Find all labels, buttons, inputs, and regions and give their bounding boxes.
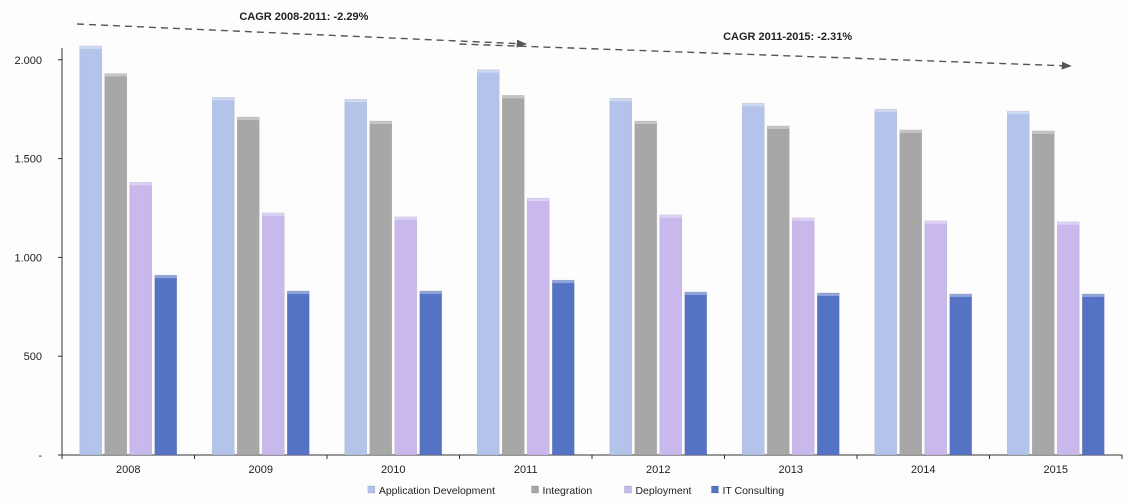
cagr-annotation-label: CAGR 2011-2015: -2.31% bbox=[723, 31, 852, 43]
bar-application-development-2010 bbox=[344, 98, 368, 456]
bar-highlight bbox=[684, 291, 707, 295]
x-tick-label: 2008 bbox=[116, 464, 140, 476]
bar-integration-2010 bbox=[369, 120, 393, 456]
bar-highlight bbox=[369, 121, 392, 125]
bar-highlight bbox=[874, 109, 897, 113]
x-tick-label: 2009 bbox=[249, 464, 273, 476]
bar-highlight bbox=[1007, 111, 1030, 115]
legend-label: Integration bbox=[543, 485, 593, 497]
legend-label: IT Consulting bbox=[722, 485, 784, 497]
legend-swatch bbox=[624, 485, 632, 494]
y-tick-label: 500 bbox=[24, 351, 42, 363]
bar-highlight bbox=[949, 293, 972, 297]
bar-integration-2015 bbox=[1031, 130, 1055, 456]
bar-integration-2013 bbox=[766, 125, 790, 456]
bar-highlight bbox=[792, 217, 815, 221]
bar-integration-2008 bbox=[104, 73, 128, 456]
bar-highlight bbox=[477, 69, 500, 73]
x-tick-label: 2015 bbox=[1044, 464, 1068, 476]
bar-deployment-2012 bbox=[659, 214, 683, 456]
bar-highlight bbox=[767, 125, 790, 129]
bar-deployment-2014 bbox=[924, 220, 948, 456]
y-tick-label: - bbox=[38, 450, 42, 462]
bar-highlight bbox=[419, 290, 442, 294]
x-tick-label: 2014 bbox=[911, 464, 935, 476]
bar-highlight bbox=[659, 214, 682, 218]
bar-it-consulting-2012 bbox=[684, 291, 708, 456]
y-tick-label: 1.500 bbox=[14, 154, 42, 166]
bar-deployment-2011 bbox=[526, 197, 550, 456]
bar-highlight bbox=[1032, 130, 1055, 134]
bar-highlight bbox=[742, 103, 765, 107]
bar-it-consulting-2010 bbox=[419, 290, 443, 456]
x-tick-label: 2013 bbox=[779, 464, 803, 476]
bar-highlight bbox=[1057, 221, 1080, 225]
bar-highlight bbox=[552, 280, 575, 284]
bar-highlight bbox=[527, 198, 550, 202]
bar-deployment-2010 bbox=[394, 216, 418, 456]
bar-highlight bbox=[129, 182, 152, 186]
bar-highlight bbox=[262, 212, 285, 216]
bar-integration-2012 bbox=[634, 120, 658, 456]
bar-it-consulting-2013 bbox=[816, 292, 840, 456]
bar-application-development-2009 bbox=[211, 97, 235, 456]
bar-application-development-2012 bbox=[609, 97, 633, 456]
x-tick-label: 2011 bbox=[514, 464, 538, 476]
bar-highlight bbox=[899, 129, 922, 133]
bar-highlight bbox=[502, 95, 525, 99]
bar-highlight bbox=[79, 45, 102, 49]
bar-integration-2011 bbox=[501, 95, 525, 456]
bar-deployment-2013 bbox=[791, 217, 815, 456]
bar-highlight bbox=[287, 290, 310, 294]
legend-swatch bbox=[711, 485, 719, 494]
bar-it-consulting-2015 bbox=[1081, 293, 1105, 456]
y-tick-label: 2.000 bbox=[14, 55, 42, 67]
bar-it-consulting-2008 bbox=[154, 274, 178, 456]
bar-highlight bbox=[104, 73, 127, 77]
bar-highlight bbox=[212, 97, 235, 101]
bar-application-development-2015 bbox=[1006, 110, 1030, 456]
bar-integration-2009 bbox=[236, 116, 260, 456]
axis-labels: - 500 1.000 1.500 2.000 2008 2009 2010 2011 2012 2… bbox=[14, 55, 1068, 476]
bar-deployment-2015 bbox=[1056, 221, 1080, 456]
legend-label: Application Development bbox=[379, 485, 495, 497]
bar-it-consulting-2014 bbox=[949, 293, 973, 456]
bar-deployment-2009 bbox=[261, 212, 285, 456]
cagr-annotations: CAGR 2008-2011: -2.29% CAGR 2011-2015: -2… bbox=[76, 11, 1072, 70]
bar-it-consulting-2011 bbox=[551, 279, 575, 456]
bar-highlight bbox=[1082, 293, 1105, 297]
cagr-arrow bbox=[459, 43, 1072, 70]
bar-integration-2014 bbox=[899, 129, 923, 456]
y-tick-label: 1.000 bbox=[14, 252, 42, 264]
bar-highlight bbox=[817, 292, 840, 296]
cagr-arrow bbox=[76, 23, 527, 48]
bar-highlight bbox=[634, 121, 657, 125]
bar-highlight bbox=[924, 220, 947, 224]
bar-highlight bbox=[237, 117, 260, 121]
bar-deployment-2008 bbox=[129, 181, 153, 456]
legend: Application Development Integration Deploy… bbox=[367, 485, 784, 497]
bar-it-consulting-2009 bbox=[286, 290, 310, 456]
legend-swatch bbox=[367, 485, 376, 494]
bar-highlight bbox=[344, 99, 367, 103]
bar-application-development-2008 bbox=[79, 45, 103, 456]
bar-highlight bbox=[394, 216, 417, 220]
bar-application-development-2014 bbox=[874, 108, 898, 456]
cagr-annotation-label: CAGR 2008-2011: -2.29% bbox=[239, 11, 368, 23]
legend-label: Deployment bbox=[635, 485, 691, 497]
x-tick-label: 2010 bbox=[381, 464, 405, 476]
bar-highlight bbox=[154, 275, 177, 279]
bar-application-development-2013 bbox=[741, 102, 765, 456]
bar-highlight bbox=[609, 98, 632, 102]
x-tick-label: 2012 bbox=[646, 464, 670, 476]
legend-swatch bbox=[531, 485, 539, 494]
bar-application-development-2011 bbox=[476, 69, 500, 456]
bars bbox=[79, 45, 1105, 456]
